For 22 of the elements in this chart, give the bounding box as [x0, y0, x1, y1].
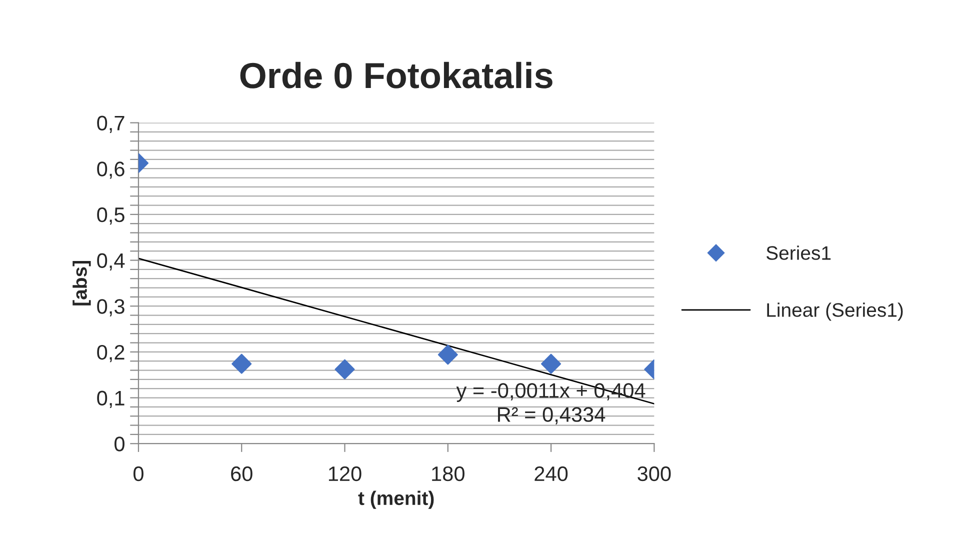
x-tick-label: 240 — [534, 466, 568, 482]
point — [438, 344, 458, 365]
y-tick-label: 0,3 — [97, 299, 124, 316]
y-tick-label: 0,6 — [97, 162, 124, 179]
chart-title: Orde 0 Fotokatalis — [240, 62, 552, 88]
y-axis-title: [abs] — [72, 261, 91, 306]
x-tick-label: 60 — [231, 466, 252, 482]
point — [334, 359, 355, 380]
legend-label: Series1 — [766, 246, 831, 260]
x-tick-label: 0 — [133, 466, 144, 482]
x-tick-label: 120 — [328, 466, 362, 482]
annotation: R² = 0,4334 — [498, 407, 606, 424]
x-tick-label: 180 — [432, 466, 464, 482]
y-tick-label: 0,7 — [97, 116, 124, 133]
x-tick-label: 300 — [638, 466, 671, 482]
y-tick-label: 0,5 — [97, 207, 124, 225]
x-axis-title: t (menit) — [358, 490, 434, 509]
y-tick-label: 0,2 — [97, 344, 124, 362]
y-tick-label: 0,4 — [97, 253, 125, 270]
y-tick-label: 0 — [114, 436, 124, 452]
legend-label: Linear (Series1) — [767, 302, 903, 321]
y-tick-label: 0,1 — [97, 390, 124, 408]
